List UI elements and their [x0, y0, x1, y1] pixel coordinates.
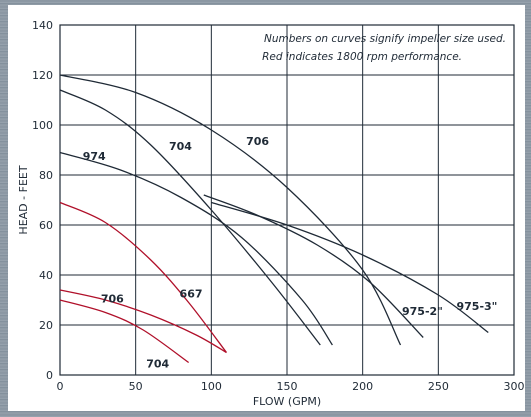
plot-frame [59, 24, 515, 376]
curve-label: 706 [246, 135, 269, 148]
y-tick-label: 120 [32, 69, 53, 82]
y-tick-label: 60 [39, 219, 53, 232]
curve-label: 667 [180, 288, 203, 301]
curve-label: 974 [83, 150, 106, 163]
curve-rpm1800-667-5 [59, 201, 227, 353]
x-tick-label: 250 [428, 380, 449, 393]
annotation-rpm-note: Red indicates 1800 rpm performance. [262, 51, 462, 63]
y-tick-label: 80 [39, 169, 53, 182]
curve-standard-704-1 [59, 89, 321, 346]
curve-standard-706-0 [59, 74, 402, 346]
curve-standard-975-3in-4 [211, 201, 489, 334]
x-tick-label: 300 [504, 380, 525, 393]
y-tick-label: 20 [39, 319, 53, 332]
y-tick-label: 0 [46, 369, 53, 382]
x-tick-label: 50 [129, 380, 143, 393]
y-tick-label: 40 [39, 269, 53, 282]
annotation-impeller-note: Numbers on curves signify impeller size … [264, 33, 506, 45]
curve-standard-974-2 [59, 151, 333, 346]
x-axis-label: FLOW (GPM) [253, 395, 321, 408]
x-tick-label: 200 [352, 380, 373, 393]
y-axis-label: HEAD - FEET [17, 165, 30, 234]
curve-label: 706 [101, 293, 124, 306]
curve-rpm1800-704-7 [59, 299, 190, 364]
curve-rpm1800-706-6 [59, 289, 227, 354]
y-tick-label: 100 [32, 119, 53, 132]
curve-label: 975-3" [456, 300, 497, 313]
curve-label: 975-2" [402, 305, 443, 318]
y-tick-label: 140 [32, 19, 53, 32]
curve-standard-975-2in-3 [203, 194, 424, 338]
x-tick-label: 100 [201, 380, 222, 393]
x-tick-label: 0 [57, 380, 64, 393]
curve-label: 704 [146, 358, 169, 371]
curve-label: 704 [169, 140, 192, 153]
x-tick-label: 150 [277, 380, 298, 393]
